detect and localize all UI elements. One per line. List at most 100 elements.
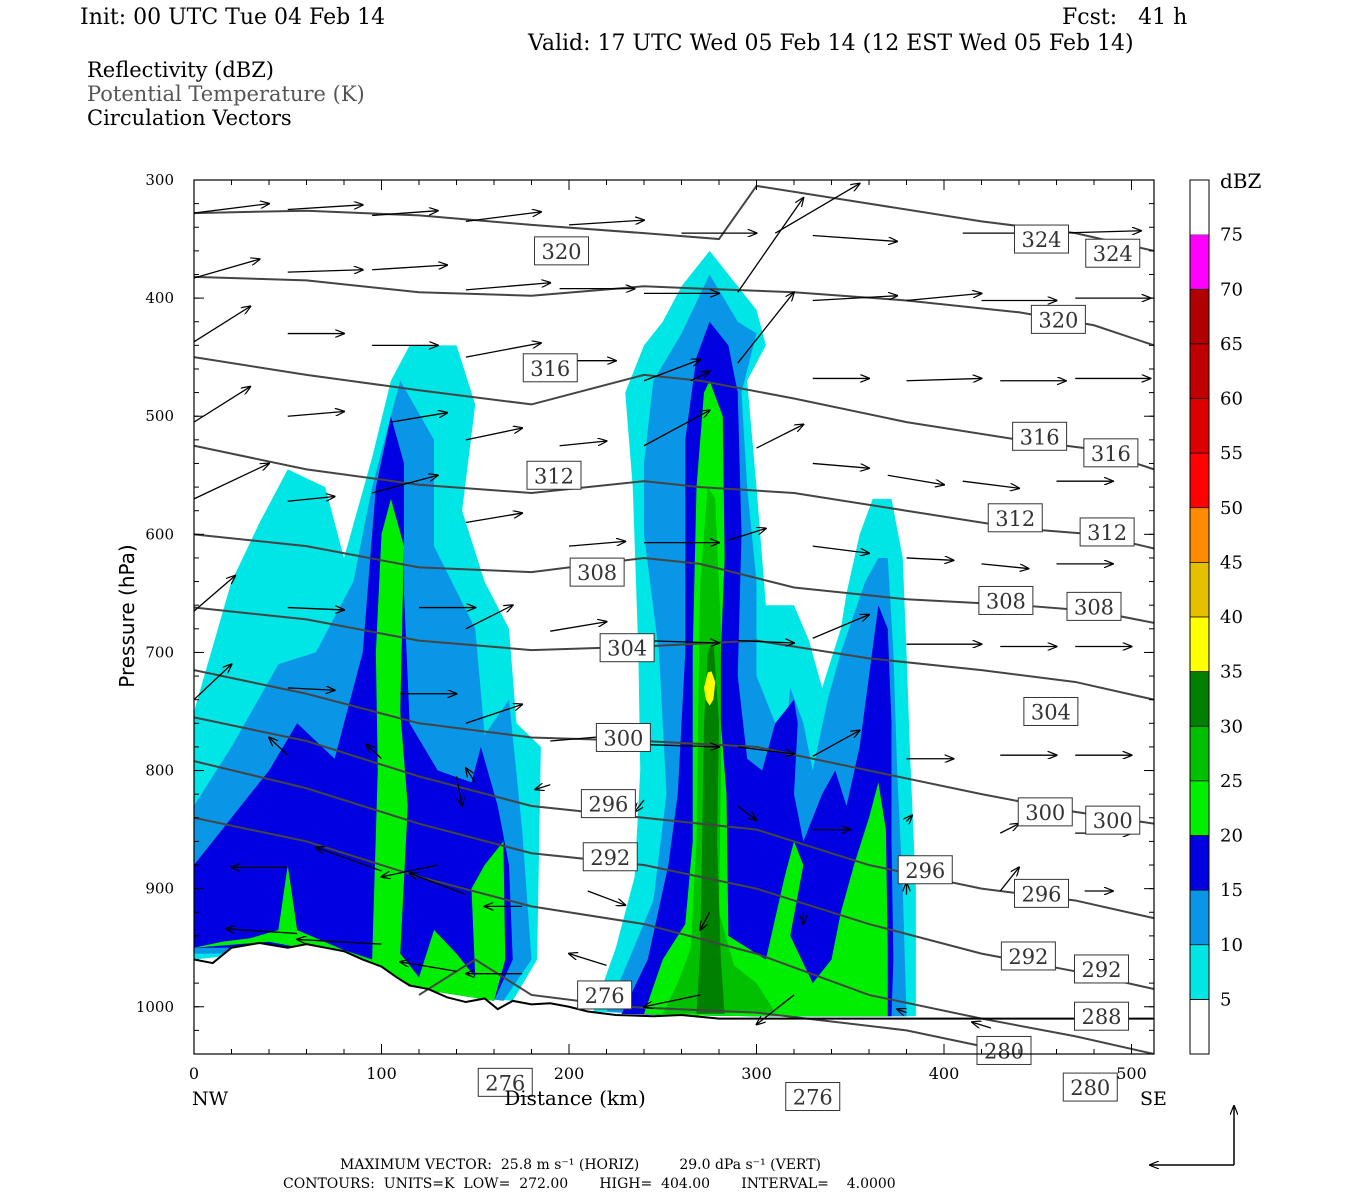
contour-label: 324 [1093, 242, 1133, 266]
reflectivity-region [704, 671, 716, 706]
circulation-vector [737, 641, 794, 643]
circulation-vector [962, 480, 1019, 488]
contour-label: 312 [1087, 521, 1127, 545]
contour-label-box [978, 585, 1034, 615]
circulation-vector [587, 890, 626, 905]
contour-label-box [897, 855, 953, 885]
circulation-vector [999, 824, 1019, 834]
y-tick-label: 600 [145, 525, 174, 543]
contour-label: 292 [1008, 945, 1048, 969]
circulation-vector [194, 306, 250, 343]
init-time: Init: 00 UTC Tue 04 Feb 14 [80, 5, 386, 30]
circulation-vector [194, 204, 269, 214]
circulation-vector [907, 815, 913, 821]
circulation-vector [981, 563, 1029, 569]
circulation-vector [728, 528, 766, 541]
contour-label-box [1030, 304, 1086, 334]
contour-label-box [477, 1067, 533, 1097]
x-axis-label: Distance (km) [504, 1086, 646, 1110]
circulation-vector [226, 929, 298, 935]
circulation-vector [643, 745, 719, 747]
theta-contour [194, 184, 1154, 252]
contour-label: 316 [1091, 442, 1131, 466]
contour-label: 292 [590, 846, 630, 870]
contour-label: 312 [995, 507, 1035, 531]
colorbar-segment [1190, 944, 1209, 1000]
below-ground-mask [194, 942, 1154, 1054]
circulation-vector [535, 785, 551, 790]
contours-note: CONTOURS: UNITS=K LOW= 272.00 HIGH= 404.… [283, 1176, 896, 1192]
y-tick-label: 500 [145, 407, 174, 425]
circulation-vector [269, 737, 289, 756]
circulation-vector [465, 283, 550, 291]
colorbar-label: 25 [1220, 771, 1243, 792]
contour-label-box [577, 980, 633, 1010]
contour-label: 308 [1074, 595, 1114, 619]
colorbar-segment [1190, 726, 1209, 781]
colorbar-label: 70 [1220, 279, 1243, 300]
circulation-vector [194, 664, 232, 701]
circulation-vector [287, 688, 335, 690]
circulation-vector [316, 847, 382, 872]
colorbar-label: 40 [1220, 607, 1243, 628]
circulation-vector [287, 497, 335, 502]
circulation-vector [643, 360, 700, 382]
circulation-vector [559, 441, 607, 447]
colorbar-label: 5 [1220, 989, 1231, 1010]
plot-frame [193, 179, 1155, 1055]
circulation-vector [906, 378, 982, 380]
theta-contour [194, 533, 1154, 624]
contour-label-box [599, 633, 655, 663]
colorbar-label: 50 [1220, 498, 1243, 519]
contour-label: 304 [1031, 700, 1071, 724]
y-tick-label: 900 [145, 880, 174, 898]
circulation-vector [812, 545, 869, 553]
circulation-vector [465, 513, 522, 524]
circulation-vector [466, 768, 476, 783]
circulation-vector [382, 864, 438, 877]
circulation-vector [737, 805, 757, 820]
x-tick-label: 500 [1116, 1064, 1147, 1083]
contour-label-box [1079, 517, 1135, 547]
colorbar-label: 10 [1220, 935, 1243, 956]
circulation-vector [737, 198, 804, 293]
y-tick-label: 800 [145, 762, 174, 780]
contour-label: 296 [588, 793, 628, 817]
contour-label: 276 [485, 1071, 525, 1095]
contour-label-box [1083, 438, 1139, 468]
circulation-vector [194, 463, 269, 500]
contour-label: 312 [534, 464, 574, 488]
x-left-direction-label: NW [192, 1088, 229, 1110]
plot-area [194, 184, 1154, 1054]
contour-label: 320 [1038, 308, 1078, 332]
contour-label: 296 [1021, 882, 1061, 906]
contour-label: 304 [607, 637, 647, 661]
x-tick-label: 300 [741, 1064, 772, 1083]
circulation-vector [812, 462, 869, 468]
circulation-vector [812, 730, 860, 757]
circulation-vector [568, 541, 625, 547]
colorbar-segment [1190, 343, 1209, 399]
y-tick-label: 700 [145, 643, 174, 661]
reflectivity-region [621, 321, 894, 1017]
legend-reflectivity: Reflectivity (dBZ) [87, 58, 275, 82]
x-tick-label: 0 [189, 1064, 199, 1083]
circulation-vector [550, 622, 606, 632]
circulation-vector [756, 424, 804, 449]
colorbar-label: 45 [1220, 552, 1243, 573]
circulation-vector [972, 1022, 992, 1029]
contour-label: 324 [1021, 228, 1061, 252]
circulation-vector [897, 1009, 906, 1013]
circulation-vector [194, 387, 250, 423]
contour-label: 276 [793, 1086, 833, 1110]
theta-contour [194, 444, 1154, 550]
circulation-vector [465, 704, 522, 724]
circulation-vector [812, 296, 897, 302]
contour-label-box [1000, 941, 1056, 971]
contour-label-box [582, 842, 638, 872]
colorbar-segment [1190, 507, 1209, 563]
circulation-vector [372, 211, 438, 217]
circulation-vector [465, 605, 513, 630]
circulation-vector [700, 911, 711, 930]
